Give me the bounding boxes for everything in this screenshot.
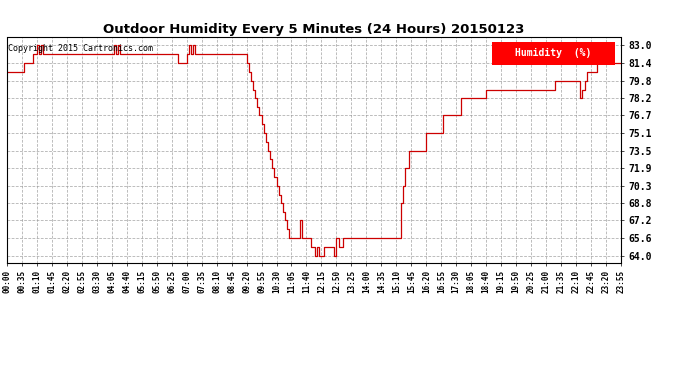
- Text: Copyright 2015 Cartronics.com: Copyright 2015 Cartronics.com: [8, 44, 153, 53]
- Title: Outdoor Humidity Every 5 Minutes (24 Hours) 20150123: Outdoor Humidity Every 5 Minutes (24 Hou…: [104, 23, 524, 36]
